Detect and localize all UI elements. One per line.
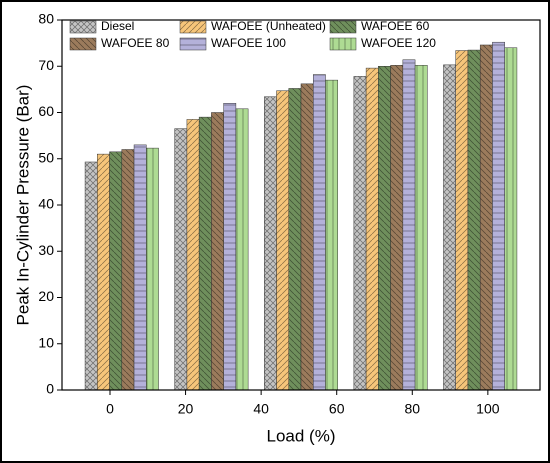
plot-frame	[61, 19, 541, 391]
x-axis-label: Load (%)	[267, 426, 336, 445]
legend-label: WAFOEE 60	[361, 19, 430, 33]
bar	[467, 49, 481, 391]
bar	[390, 65, 404, 391]
bar	[353, 76, 367, 391]
bar	[414, 65, 428, 391]
y-tick-label: 50	[38, 149, 54, 165]
legend-swatch	[69, 20, 97, 34]
bar	[325, 79, 338, 391]
bar	[146, 147, 159, 391]
y-tick-label: 80	[38, 11, 54, 27]
bar	[365, 67, 379, 391]
bar	[479, 44, 493, 391]
legend-swatch	[179, 20, 207, 34]
bar	[455, 50, 469, 391]
x-tick-label: 100	[476, 401, 500, 417]
bar	[235, 108, 249, 391]
legend-swatch	[69, 37, 97, 51]
bar	[300, 83, 314, 391]
bar	[198, 116, 212, 391]
legend-swatch	[329, 37, 357, 51]
y-tick-label: 30	[38, 242, 54, 258]
bar	[97, 153, 110, 391]
legend-label: WAFOEE (Unheated)	[211, 19, 326, 33]
legend-swatch	[179, 37, 207, 51]
bar	[186, 119, 200, 391]
x-tick-label: 80	[404, 401, 420, 417]
x-tick-label: 20	[178, 401, 194, 417]
bar	[133, 144, 147, 391]
bar	[402, 59, 416, 391]
bar	[288, 88, 302, 391]
y-tick-label: 60	[38, 103, 54, 119]
bar	[211, 112, 224, 391]
bar	[109, 151, 123, 391]
legend-label: WAFOEE 80	[101, 36, 170, 50]
bar	[504, 47, 518, 391]
x-tick-label: 0	[106, 401, 114, 417]
bar	[84, 161, 98, 391]
legend-label: Diesel	[101, 19, 134, 33]
bar	[312, 74, 326, 391]
y-tick-label: 20	[38, 288, 54, 304]
bar	[492, 41, 505, 391]
bar	[443, 64, 456, 391]
legend-swatch	[329, 20, 357, 34]
y-tick-label: 0	[46, 381, 54, 397]
bar	[276, 90, 290, 391]
x-tick-label: 60	[329, 401, 345, 417]
y-axis-label: Peak In-Cylinder Pressure (Bar)	[13, 85, 32, 326]
bar	[223, 103, 237, 391]
bar	[121, 149, 135, 391]
bar	[174, 128, 188, 391]
x-tick-label: 40	[253, 401, 269, 417]
bar	[264, 96, 277, 391]
y-tick-label: 40	[38, 196, 54, 212]
bar	[378, 66, 391, 391]
y-tick-label: 10	[38, 334, 54, 350]
y-tick-label: 70	[38, 57, 54, 73]
legend-label: WAFOEE 120	[361, 36, 436, 50]
legend-label: WAFOEE 100	[211, 36, 286, 50]
